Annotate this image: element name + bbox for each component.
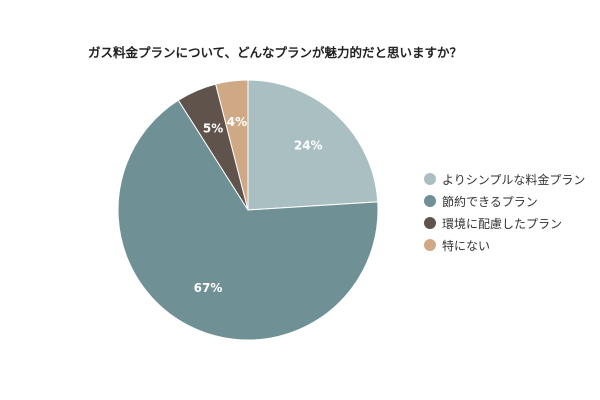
legend-swatch (424, 173, 436, 185)
legend-item: 特にない (424, 234, 585, 256)
legend-label: 特にない (442, 238, 491, 253)
legend-swatch (424, 239, 436, 251)
slice-data-label: 24% (294, 138, 323, 152)
legend-item: よりシンプルな料金プラン (424, 168, 585, 190)
legend-label: 節約できるプラン (442, 194, 538, 209)
pie-slice (117, 99, 379, 341)
slice-data-label: 4% (227, 115, 247, 129)
pie-slice (247, 79, 379, 211)
legend-label: よりシンプルな料金プラン (442, 172, 586, 187)
legend-label: 環境に配慮したプラン (442, 216, 563, 231)
legend-item: 節約できるプラン (424, 190, 585, 212)
slice-data-label: 5% (203, 122, 223, 136)
pie-slice (215, 79, 249, 211)
legend-swatch (424, 195, 436, 207)
chart-title: ガス料金プランについて、どんなプランが魅力的だと思いますか？ (88, 45, 463, 60)
legend-item: 環境に配慮したプラン (424, 212, 585, 234)
legend-swatch (424, 217, 436, 229)
slice-data-label: 67% (194, 281, 223, 295)
chart-legend: よりシンプルな料金プラン 節約できるプラン環境に配慮したプラン 特にない (424, 168, 585, 256)
